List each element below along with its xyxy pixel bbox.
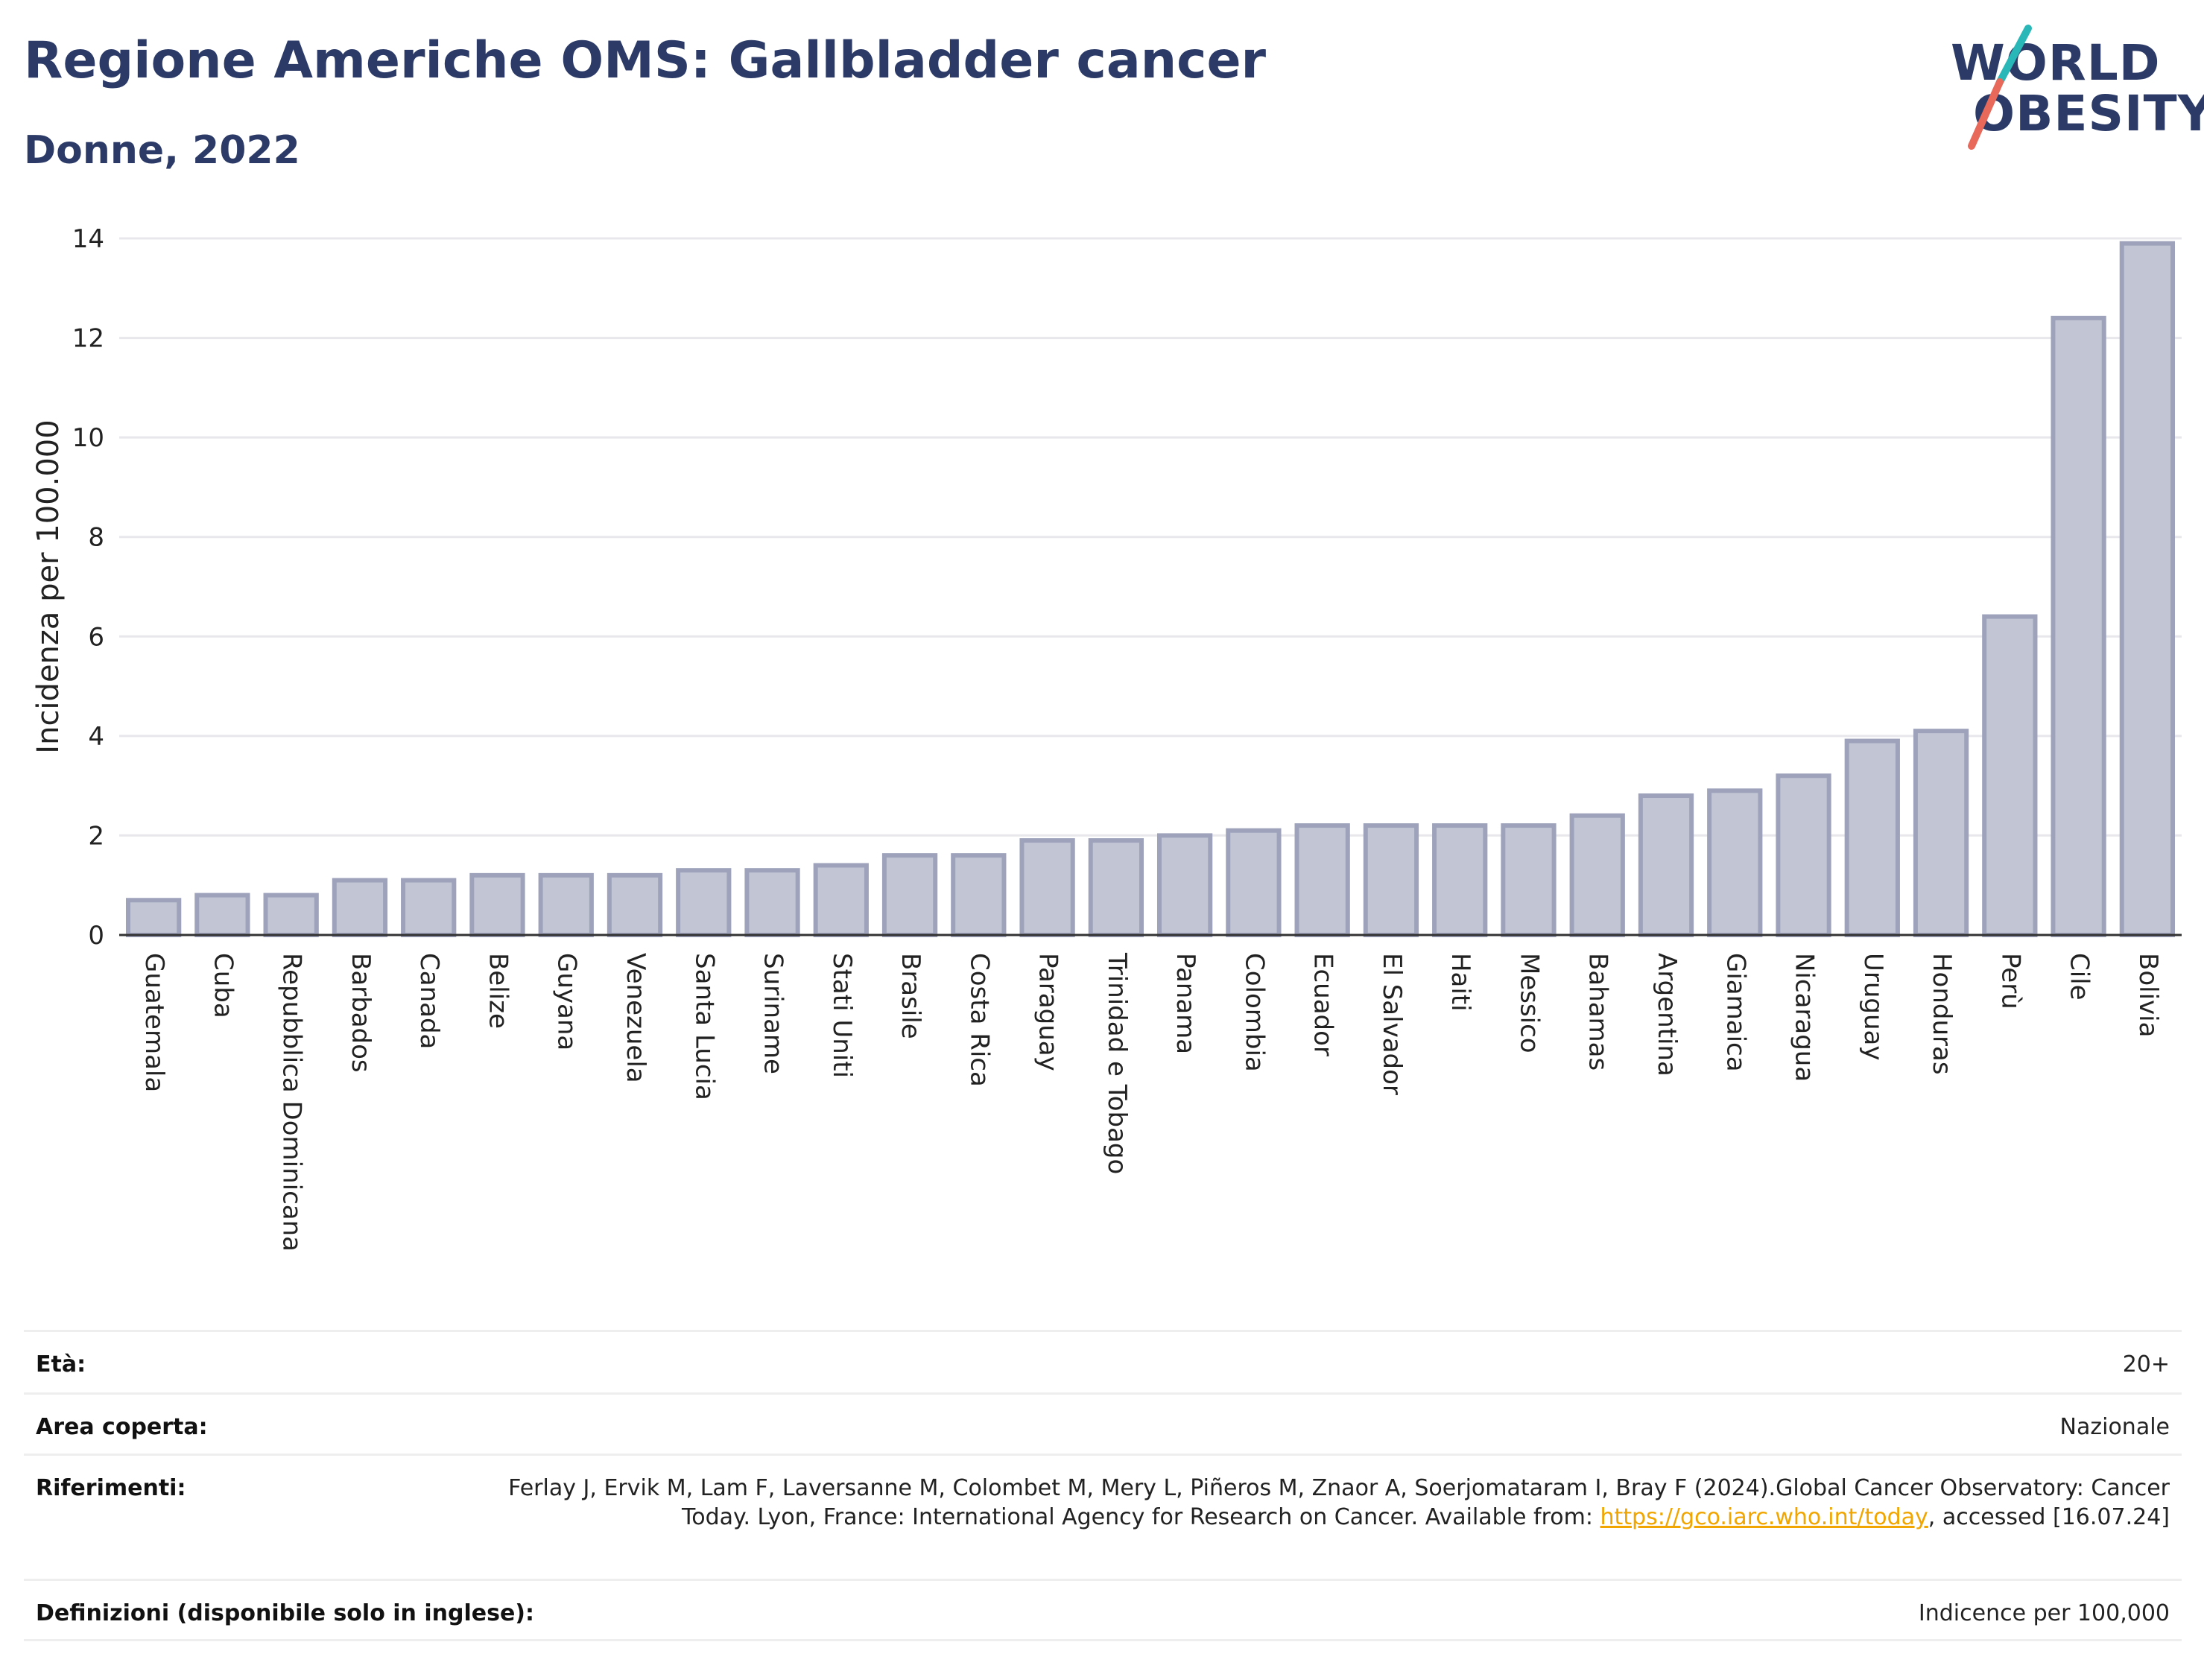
x-tick-label: Stati Uniti [827, 953, 857, 1078]
x-tick-label: Guyana [552, 953, 582, 1050]
bar [676, 868, 732, 938]
bar [1226, 828, 1282, 937]
bar [263, 893, 319, 937]
x-tick-label: Cuba [208, 953, 238, 1018]
info-row-definitions: Definizioni (disponibile solo in inglese… [24, 1579, 2182, 1641]
gridlines [119, 237, 2182, 936]
y-axis-ticks: 0 2 4 6 8 10 12 14 [72, 224, 104, 951]
x-tick-label: Cile [2065, 953, 2094, 1001]
x-tick-label: Messico [1514, 953, 1544, 1053]
x-tick-label: Perù [1995, 953, 2025, 1009]
bar [1088, 838, 1144, 937]
bar [1913, 729, 1969, 938]
bar [1156, 833, 1213, 938]
bar [1432, 823, 1488, 937]
info-row-age: Età: 20+ [24, 1330, 2182, 1392]
x-tick-label: Santa Lucia [689, 953, 719, 1100]
x-tick-label: Bolivia [2133, 953, 2163, 1037]
x-axis-labels: Guatemala Cuba Repubblica Dominicana Barbad… [139, 952, 2163, 1252]
x-tick-label: Haiti [1445, 953, 1475, 1012]
x-tick-label: Trinidad e Tobago [1102, 952, 1132, 1174]
y-tick-label: 6 [88, 622, 104, 652]
x-tick-label: Bahamas [1583, 953, 1613, 1071]
info-table: Età: 20+ Area coperta: Nazionale Riferim… [24, 1330, 2182, 1641]
info-value: 20+ [2122, 1351, 2170, 1378]
y-tick-label: 0 [88, 921, 104, 951]
bar [1776, 773, 1831, 937]
x-tick-label: Giamaica [1720, 953, 1750, 1072]
logo-slash-icon [1968, 25, 2032, 150]
info-value: Indicence per 100,000 [1918, 1600, 2170, 1626]
bar [881, 853, 938, 938]
x-tick-label: Brasile [896, 953, 925, 1039]
bar [401, 878, 457, 937]
x-tick-label: El Salvador [1377, 953, 1407, 1095]
bar [1707, 788, 1763, 937]
chart-subtitle: Donne, 2022 [24, 128, 300, 173]
y-tick-label: 2 [88, 821, 104, 851]
bar [125, 898, 182, 937]
bar [2119, 241, 2176, 937]
bar [744, 868, 800, 938]
bar [813, 863, 869, 937]
bar [1363, 823, 1419, 937]
bar [1569, 813, 1625, 938]
world-obesity-logo: WORLD OBESITY [1937, 22, 2204, 156]
bar [1501, 823, 1557, 937]
y-tick-label: 10 [72, 423, 104, 453]
x-tick-label: Guatemala [139, 953, 169, 1092]
bar [951, 853, 1007, 938]
bar [332, 878, 388, 937]
x-tick-label: Honduras [1927, 953, 1957, 1075]
logo-slash-top [1996, 25, 2032, 86]
reference-link[interactable]: https://gco.iarc.who.int/today [1600, 1504, 1928, 1530]
x-tick-label: Panama [1171, 953, 1200, 1054]
bar [194, 893, 250, 937]
bar [1019, 838, 1075, 937]
x-tick-label: Uruguay [1858, 953, 1888, 1061]
logo-line1: WORLD [1951, 34, 2161, 92]
bar-chart: 0 2 4 6 8 10 12 14 Guatemala Cuba Repubblica Domi… [31, 224, 2182, 1252]
info-value: Ferlay J, Ervik M, Lam F, Laversanne M, … [456, 1474, 2170, 1532]
bar [2051, 315, 2106, 938]
bar [538, 872, 594, 937]
y-tick-label: 8 [88, 523, 104, 553]
x-tick-label: Canada [414, 953, 444, 1049]
bar [469, 872, 525, 937]
x-tick-label: Argentina [1652, 953, 1682, 1077]
bar [1844, 738, 1900, 937]
info-label: Riferimenti: [36, 1475, 186, 1501]
info-row-area: Area coperta: Nazionale [24, 1392, 2182, 1454]
info-label: Età: [36, 1351, 86, 1378]
x-tick-label: Paraguay [1033, 953, 1063, 1071]
info-row-references: Riferimenti: Ferlay J, Ervik M, Lam F, L… [24, 1454, 2182, 1579]
bars [125, 241, 2176, 938]
x-tick-label: Belize [483, 953, 513, 1029]
y-tick-label: 4 [88, 722, 104, 752]
x-tick-label: Ecuador [1308, 953, 1338, 1056]
x-tick-label: Colombia [1239, 953, 1269, 1072]
x-tick-label: Nicaragua [1790, 953, 1820, 1082]
logo-slash-bottom [1968, 78, 2004, 150]
info-label: Definizioni (disponibile solo in inglese… [36, 1600, 534, 1626]
chart-title: Regione Americhe OMS: Gallbladder cancer [24, 31, 1267, 90]
x-tick-label: Costa Rica [964, 953, 994, 1087]
logo-line2: OBESITY [1973, 85, 2204, 142]
y-tick-label: 14 [72, 224, 104, 254]
x-tick-label: Barbados [346, 953, 376, 1073]
x-tick-label: Suriname [759, 953, 788, 1074]
bar [1638, 793, 1694, 937]
info-value: Nazionale [2059, 1414, 2170, 1440]
bar [1294, 823, 1350, 937]
x-tick-label: Repubblica Dominicana [277, 953, 307, 1252]
bar [607, 872, 663, 937]
x-tick-label: Venezuela [621, 953, 650, 1083]
reference-text-end: , accessed [16.07.24] [1928, 1504, 2170, 1530]
bar [1982, 614, 2038, 937]
info-label: Area coperta: [36, 1414, 208, 1440]
y-tick-label: 12 [72, 324, 104, 354]
y-axis-title: Incidenza per 100.000 [31, 419, 66, 753]
reference-text: Ferlay J, Ervik M, Lam F, Laversanne M, … [508, 1475, 2170, 1530]
